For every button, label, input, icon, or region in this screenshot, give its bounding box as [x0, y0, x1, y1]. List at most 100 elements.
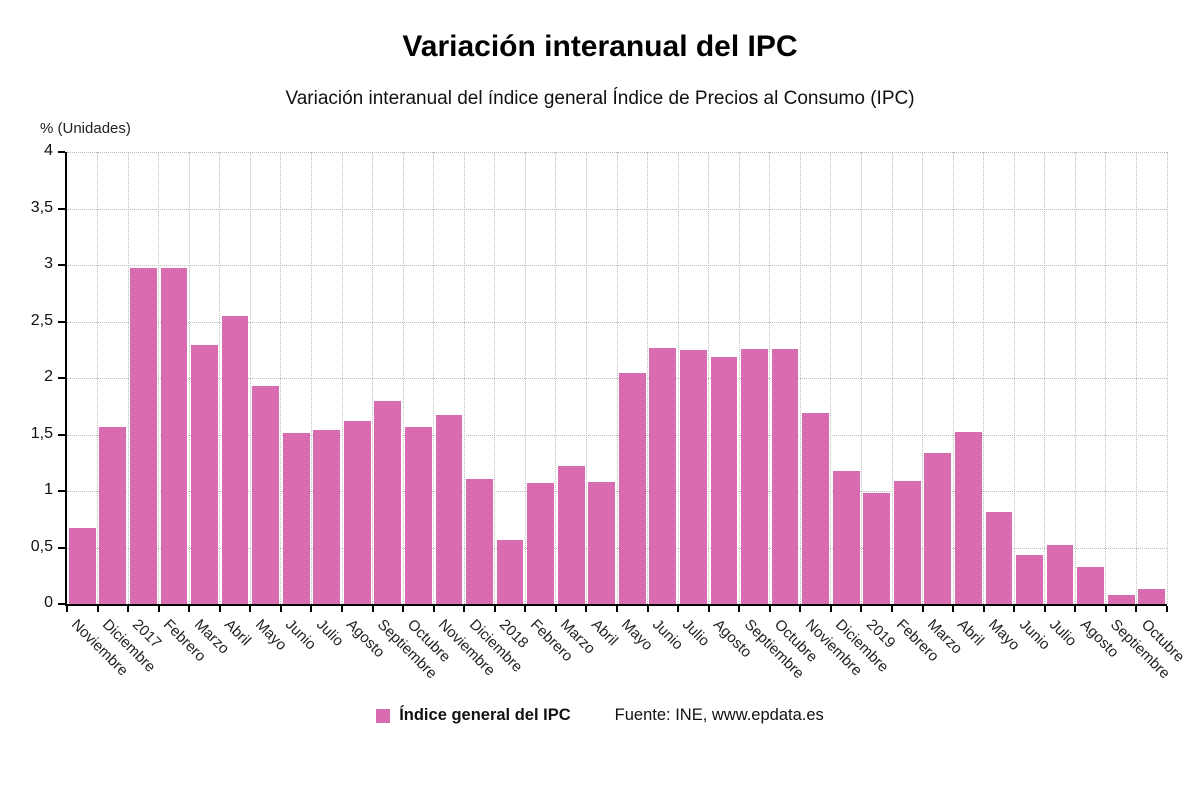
- bar: [99, 426, 127, 604]
- bar: [68, 528, 96, 604]
- v-gridline: [1013, 152, 1015, 604]
- bar: [618, 373, 646, 604]
- x-axis-tick: [127, 606, 130, 612]
- bar: [710, 356, 738, 604]
- y-axis-label: 2: [44, 368, 53, 385]
- x-axis-label: Mayo: [984, 616, 1023, 654]
- y-axis-tick: [58, 207, 65, 210]
- x-axis-label: Julio: [312, 616, 347, 650]
- x-axis-tick: [1104, 606, 1107, 612]
- v-gridline: [647, 152, 649, 604]
- v-gridline: [891, 152, 893, 604]
- bar: [252, 385, 280, 604]
- v-gridline: [585, 152, 587, 604]
- v-gridline: [127, 152, 129, 604]
- bar: [1138, 589, 1166, 604]
- x-axis-tick: [799, 606, 802, 612]
- x-axis-tick: [768, 606, 771, 612]
- bar: [741, 348, 768, 604]
- x-axis-tick: [707, 606, 710, 612]
- x-axis-tick: [279, 606, 282, 612]
- x-axis-tick: [860, 606, 863, 612]
- y-axis-tick: [58, 151, 65, 153]
- x-axis-tick: [1135, 606, 1138, 612]
- x-axis-tick: [463, 606, 466, 612]
- v-gridline: [249, 152, 251, 604]
- x-axis-tick: [218, 606, 221, 612]
- x-axis-tick: [646, 606, 649, 612]
- v-gridline: [952, 152, 954, 604]
- bar: [221, 315, 249, 604]
- x-axis-tick: [1074, 606, 1077, 612]
- legend-swatch-icon: [376, 708, 391, 723]
- x-axis-tick: [677, 606, 680, 612]
- y-axis-tick: [58, 490, 65, 492]
- v-gridline: [799, 152, 801, 604]
- x-axis-tick: [982, 606, 985, 612]
- bar: [435, 415, 463, 604]
- y-axis-tick: [58, 264, 65, 266]
- x-axis-tick: [616, 606, 618, 612]
- bar: [496, 539, 524, 604]
- v-gridline: [341, 152, 343, 604]
- y-axis-tick: [58, 433, 65, 436]
- x-axis-tick: [585, 606, 588, 612]
- x-axis-label: Mayo: [618, 616, 657, 654]
- v-gridline: [983, 152, 985, 604]
- y-axis-tick: [58, 377, 65, 379]
- bar: [313, 429, 341, 604]
- bar: [679, 349, 707, 604]
- x-axis-tick: [921, 606, 924, 612]
- v-gridline: [494, 152, 496, 604]
- bar: [404, 426, 432, 604]
- bar: [954, 432, 982, 604]
- v-gridline: [769, 152, 771, 604]
- v-gridline: [310, 152, 312, 604]
- x-axis-tick: [952, 606, 955, 612]
- v-gridline: [433, 152, 435, 604]
- y-axis-label: 1,5: [30, 424, 53, 442]
- bar: [1016, 555, 1043, 604]
- y-axis-label: 2,5: [30, 311, 53, 329]
- x-axis-tick: [524, 606, 527, 612]
- y-axis-label: 3: [44, 255, 53, 272]
- x-axis-tick: [341, 606, 343, 612]
- x-axis-tick: [66, 606, 68, 612]
- chart-subtitle: Variación interanual del índice general …: [285, 88, 915, 109]
- y-axis-label: 0,5: [30, 537, 53, 555]
- x-axis-tick: [310, 606, 313, 612]
- legend-item: Índice general del IPC: [376, 706, 571, 725]
- legend-label: Índice general del IPC: [399, 706, 571, 724]
- bar: [649, 347, 677, 604]
- v-gridline: [524, 152, 526, 604]
- v-gridline: [1105, 152, 1107, 604]
- x-axis-tick: [891, 606, 893, 612]
- v-gridline: [97, 152, 99, 604]
- x-axis-tick: [1013, 606, 1016, 612]
- bar: [374, 400, 402, 604]
- v-gridline: [1044, 152, 1046, 604]
- bar: [588, 481, 616, 604]
- v-gridline: [830, 152, 832, 604]
- bar: [1046, 545, 1074, 604]
- x-axis-tick: [738, 606, 741, 612]
- v-gridline: [463, 152, 465, 604]
- v-gridline: [219, 152, 221, 604]
- x-axis-label: Julio: [679, 616, 714, 650]
- bar: [863, 493, 891, 604]
- bar: [160, 268, 188, 604]
- v-gridline: [860, 152, 862, 604]
- v-gridline: [188, 152, 190, 604]
- v-gridline: [616, 152, 618, 604]
- v-gridline: [922, 152, 924, 604]
- x-axis-tick: [371, 606, 374, 612]
- x-axis-tick: [157, 606, 160, 612]
- y-axis-label: 4: [44, 142, 53, 159]
- y-axis-tick: [58, 320, 65, 323]
- x-axis-label: Junio: [1015, 616, 1053, 654]
- bar: [1077, 566, 1105, 604]
- y-axis-unit-label: % (Unidades): [40, 120, 131, 137]
- x-axis-tick: [1043, 606, 1046, 612]
- x-axis-tick: [188, 606, 191, 612]
- x-axis-tick: [249, 606, 252, 612]
